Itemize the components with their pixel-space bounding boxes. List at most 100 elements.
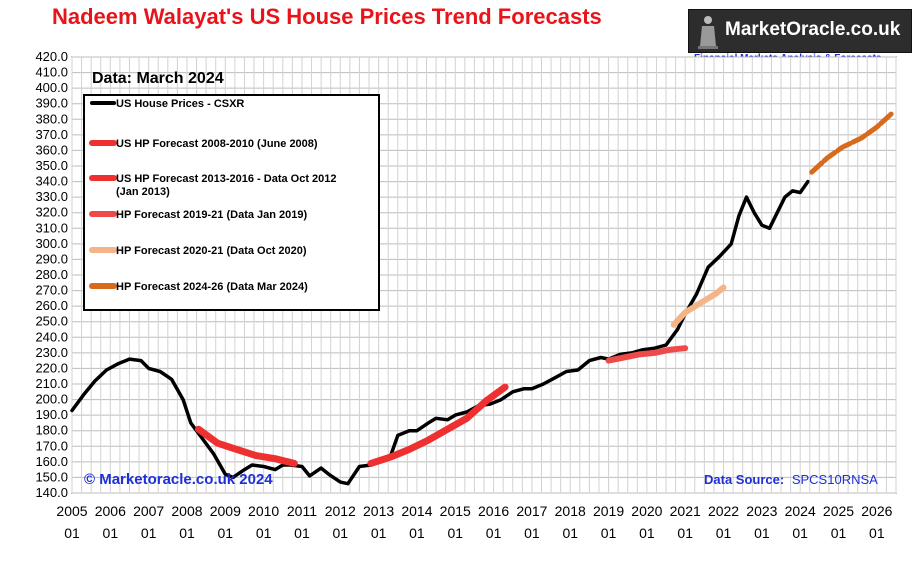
chart-title: Nadeem Walayat's US House Prices Trend F… xyxy=(52,4,602,29)
x-tick-month: 01 xyxy=(103,525,119,541)
x-tick-year: 2006 xyxy=(95,503,126,519)
x-tick-year: 2017 xyxy=(516,503,547,519)
x-tick-year: 2020 xyxy=(631,503,662,519)
data-source: Data Source: SPCS10RNSA xyxy=(704,472,878,487)
series-line-1 xyxy=(195,425,298,467)
y-axis: 420.0410.0400.0390.0380.0370.0360.0350.0… xyxy=(35,49,68,500)
x-tick-month: 01 xyxy=(256,525,272,541)
series-lines xyxy=(70,110,895,486)
y-tick-label: 170.0 xyxy=(35,438,68,453)
y-tick-label: 210.0 xyxy=(35,376,68,391)
y-tick-label: 140.0 xyxy=(35,485,68,500)
brand-logo[interactable]: MarketOracle.co.uk xyxy=(688,9,912,53)
y-tick-label: 420.0 xyxy=(35,49,68,64)
x-tick-month: 01 xyxy=(447,525,463,541)
legend-label: HP Forecast 2019-21 (Data Jan 2019) xyxy=(116,209,308,221)
x-tick-year: 2007 xyxy=(133,503,164,519)
data-note: Data: March 2024 xyxy=(92,70,224,87)
x-tick-month: 01 xyxy=(371,525,387,541)
x-tick-year: 2025 xyxy=(823,503,854,519)
x-axis: 2005 01 2006 01 2007 01 2008 01 2009 01 2010 01 2011… xyxy=(56,503,892,541)
copyright-text: © Marketoracle.co.uk 2024 xyxy=(84,471,273,488)
x-tick-month: 01 xyxy=(831,525,847,541)
x-tick-month: 01 xyxy=(179,525,195,541)
y-tick-label: 310.0 xyxy=(35,220,68,235)
x-tick-year: 2026 xyxy=(861,503,892,519)
x-tick-year: 2013 xyxy=(363,503,394,519)
x-tick-month: 01 xyxy=(218,525,234,541)
series-line-3 xyxy=(605,345,689,364)
x-tick-year: 2011 xyxy=(287,503,317,519)
x-tick-year: 2010 xyxy=(248,503,279,519)
y-tick-label: 300.0 xyxy=(35,236,68,251)
x-tick-month: 01 xyxy=(524,525,540,541)
legend-box xyxy=(83,94,380,311)
y-tick-label: 370.0 xyxy=(35,127,68,142)
series-line-0 xyxy=(70,179,810,486)
y-tick-label: 380.0 xyxy=(35,111,68,126)
y-tick-label: 220.0 xyxy=(35,360,68,375)
x-tick-year: 2019 xyxy=(593,503,624,519)
x-tick-month: 01 xyxy=(332,525,348,541)
x-tick-month: 01 xyxy=(792,525,808,541)
y-tick-label: 340.0 xyxy=(35,174,68,189)
legend-label: US HP Forecast 2008-2010 (June 2008) xyxy=(116,138,318,150)
y-tick-label: 330.0 xyxy=(35,189,68,204)
x-tick-year: 2014 xyxy=(401,503,432,519)
legend-label: US House Prices - CSXR xyxy=(116,98,244,110)
y-tick-label: 270.0 xyxy=(35,283,68,298)
y-tick-label: 360.0 xyxy=(35,142,68,157)
legend[interactable]: US House Prices - CSXR US HP Forecast 200… xyxy=(83,94,380,311)
y-tick-label: 320.0 xyxy=(35,205,68,220)
y-tick-label: 260.0 xyxy=(35,298,68,313)
x-tick-year: 2008 xyxy=(171,503,202,519)
x-tick-year: 2024 xyxy=(785,503,816,519)
x-tick-month: 01 xyxy=(64,525,80,541)
y-tick-label: 400.0 xyxy=(35,80,68,95)
x-tick-month: 01 xyxy=(869,525,885,541)
y-tick-label: 350.0 xyxy=(35,158,68,173)
y-tick-label: 290.0 xyxy=(35,251,68,266)
x-tick-month: 01 xyxy=(141,525,157,541)
x-tick-month: 01 xyxy=(562,525,578,541)
x-tick-year: 2018 xyxy=(555,503,586,519)
series-line-4 xyxy=(670,284,727,328)
y-tick-label: 250.0 xyxy=(35,314,68,329)
y-tick-label: 230.0 xyxy=(35,345,68,360)
brand-name: MarketOracle.co.uk xyxy=(725,19,901,40)
y-tick-label: 280.0 xyxy=(35,267,68,282)
y-tick-label: 410.0 xyxy=(35,65,68,80)
data-source-value: SPCS10RNSA xyxy=(792,472,878,487)
legend-label: HP Forecast 2024-26 (Data Mar 2024) xyxy=(116,281,308,293)
y-tick-label: 180.0 xyxy=(35,423,68,438)
x-tick-year: 2016 xyxy=(478,503,509,519)
x-tick-month: 01 xyxy=(639,525,655,541)
x-tick-month: 01 xyxy=(409,525,425,541)
series-line-5 xyxy=(809,110,895,175)
series-line-2 xyxy=(367,383,509,467)
data-source-label: Data Source: xyxy=(704,472,784,487)
x-tick-month: 01 xyxy=(601,525,617,541)
x-tick-month: 01 xyxy=(754,525,770,541)
y-tick-label: 150.0 xyxy=(35,469,68,484)
y-tick-label: 240.0 xyxy=(35,329,68,344)
x-tick-year: 2012 xyxy=(325,503,356,519)
x-tick-year: 2022 xyxy=(708,503,739,519)
x-tick-year: 2009 xyxy=(210,503,241,519)
y-tick-label: 200.0 xyxy=(35,392,68,407)
x-tick-month: 01 xyxy=(294,525,310,541)
x-tick-year: 2005 xyxy=(56,503,87,519)
y-tick-label: 160.0 xyxy=(35,454,68,469)
statue-figure-icon xyxy=(698,16,718,49)
legend-label: HP Forecast 2020-21 (Data Oct 2020) xyxy=(116,245,307,257)
x-tick-month: 01 xyxy=(486,525,502,541)
x-tick-year: 2021 xyxy=(670,503,701,519)
y-tick-label: 390.0 xyxy=(35,96,68,111)
x-tick-year: 2015 xyxy=(440,503,471,519)
x-tick-year: 2023 xyxy=(746,503,777,519)
x-tick-month: 01 xyxy=(677,525,693,541)
x-tick-month: 01 xyxy=(716,525,732,541)
legend-label: US HP Forecast 2013-2016 - Data Oct 2012… xyxy=(116,173,337,198)
y-tick-label: 190.0 xyxy=(35,407,68,422)
